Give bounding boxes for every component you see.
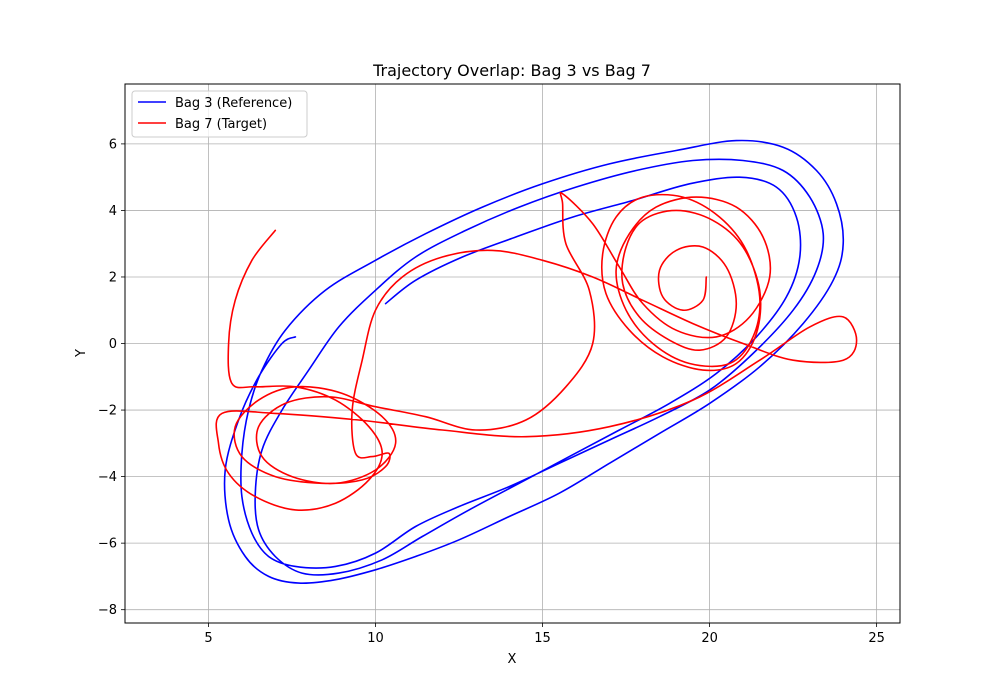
legend: Bag 3 (Reference) Bag 7 (Target)	[131, 90, 308, 138]
series-line-1	[215, 192, 858, 511]
x-tick-label: 5	[204, 631, 212, 646]
x-tick-label: 20	[701, 631, 718, 646]
x-tick-label: 10	[367, 631, 384, 646]
legend-box	[131, 90, 308, 138]
grid-lines	[125, 84, 900, 623]
y-tick-label: 0	[109, 337, 117, 352]
axis-ticks: 5 10 15 20 25 −8 −6 −4 −2 0 2 4 6	[98, 137, 885, 646]
y-tick-label: 2	[109, 270, 117, 285]
y-tick-label: −8	[98, 603, 117, 618]
y-axis-label: Y	[74, 349, 89, 358]
series-lines	[215, 139, 858, 584]
y-tick-label: −2	[98, 404, 117, 419]
plot-area-frame	[124, 83, 901, 624]
chart-title: Trajectory Overlap: Bag 3 vs Bag 7	[372, 61, 651, 80]
legend-label-bag-7: Bag 7 (Target)	[175, 117, 267, 132]
y-tick-label: −6	[98, 537, 117, 552]
y-tick-label: −4	[98, 470, 117, 485]
x-tick-label: 15	[534, 631, 551, 646]
legend-label-bag-3: Bag 3 (Reference)	[175, 96, 292, 111]
x-tick-label: 25	[868, 631, 885, 646]
y-tick-label: 4	[109, 204, 117, 219]
series-line-0	[223, 139, 845, 584]
y-tick-label: 6	[109, 137, 117, 152]
x-axis-label: X	[508, 652, 517, 667]
